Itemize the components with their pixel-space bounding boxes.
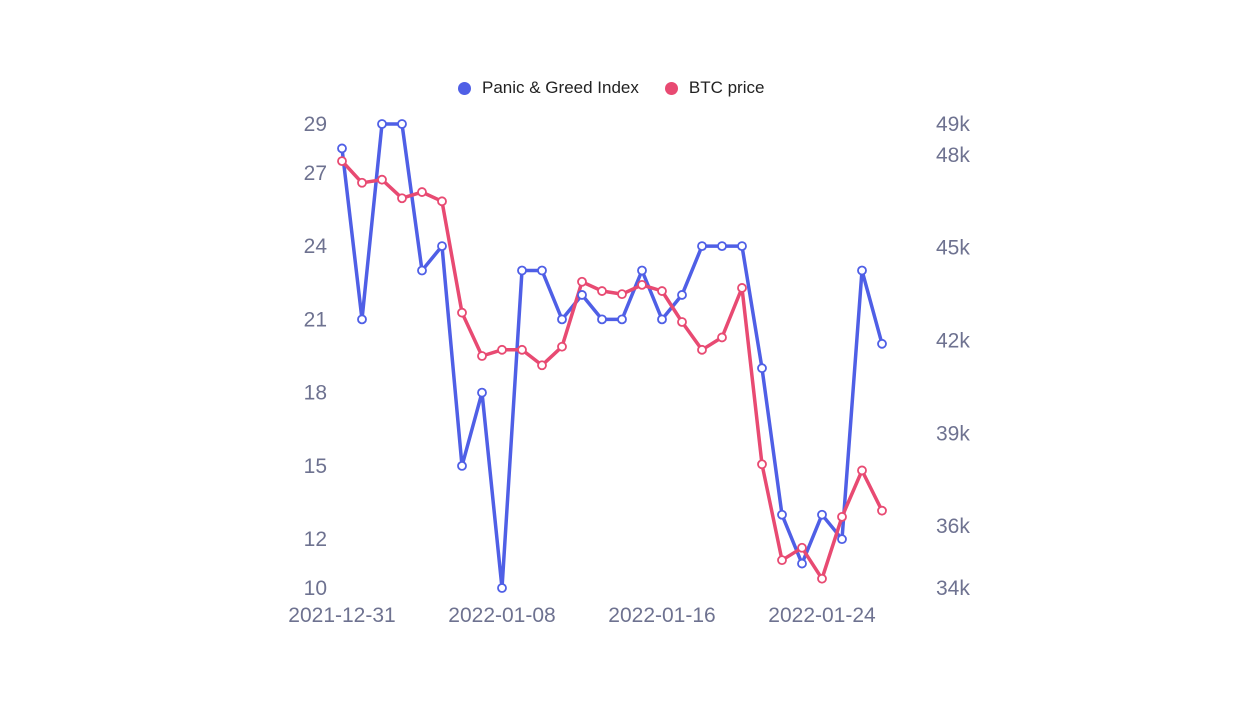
data-point-btc-price — [717, 332, 727, 343]
data-point-panic-greed — [497, 583, 507, 593]
data-point-panic-greed — [857, 265, 867, 276]
data-point-panic-greed — [837, 534, 847, 545]
data-point-btc-price — [697, 344, 707, 355]
data-point-panic-greed — [557, 314, 567, 325]
y-right-tick-label: 48k — [936, 144, 970, 167]
data-point-btc-price — [617, 289, 627, 300]
data-point-btc-price — [657, 286, 667, 296]
data-point-btc-price — [497, 344, 507, 355]
data-point-btc-price — [517, 344, 527, 355]
data-point-btc-price — [857, 465, 867, 476]
data-point-btc-price — [797, 542, 807, 553]
data-point-panic-greed — [697, 241, 707, 252]
data-point-panic-greed — [357, 314, 367, 325]
data-point-btc-price — [677, 317, 687, 327]
data-point-panic-greed — [777, 509, 787, 520]
data-point-panic-greed — [877, 338, 887, 349]
data-point-panic-greed — [477, 387, 487, 398]
legend-label-btc-price: BTC price — [688, 78, 765, 97]
x-tick-label: 2022-01-16 — [608, 604, 715, 627]
y-left-tick-label: 24 — [304, 235, 328, 258]
data-point-btc-price — [597, 286, 607, 296]
data-point-btc-price — [437, 196, 447, 207]
y-left-tick-label: 10 — [304, 577, 327, 600]
data-point-panic-greed — [337, 143, 347, 154]
chart-legend: Panic & Greed Index BTC price — [458, 78, 790, 98]
data-point-panic-greed — [717, 241, 727, 252]
data-point-btc-price — [777, 555, 787, 566]
series-line-btc-price — [340, 159, 884, 581]
data-point-panic-greed — [417, 265, 427, 276]
y-left-tick-label: 21 — [304, 308, 327, 331]
data-point-btc-price — [557, 341, 567, 352]
data-point-btc-price — [577, 276, 587, 287]
x-tick-label: 2022-01-08 — [448, 604, 555, 627]
y-right-tick-label: 34k — [936, 577, 970, 600]
y-right-tick-label: 36k — [936, 515, 970, 538]
y-right-tick-label: 45k — [936, 237, 970, 260]
data-point-btc-price — [537, 360, 547, 371]
data-point-panic-greed — [757, 363, 767, 374]
data-point-btc-price — [417, 187, 427, 197]
y-right-tick-label: 49k — [936, 113, 970, 136]
data-point-panic-greed — [677, 290, 687, 300]
data-point-panic-greed — [577, 290, 587, 300]
data-point-btc-price — [737, 283, 747, 293]
series-line-panic-greed — [340, 122, 884, 590]
y-left-tick-label: 29 — [304, 113, 327, 136]
data-point-panic-greed — [397, 119, 407, 129]
data-point-panic-greed — [657, 314, 667, 325]
x-tick-label: 2021-12-31 — [288, 604, 395, 627]
data-point-panic-greed — [817, 509, 827, 520]
data-point-btc-price — [837, 511, 847, 522]
data-point-panic-greed — [597, 314, 607, 325]
data-point-btc-price — [637, 279, 647, 290]
data-point-btc-price — [757, 459, 767, 470]
data-point-btc-price — [817, 573, 827, 584]
data-point-btc-price — [357, 177, 367, 188]
data-point-panic-greed — [637, 265, 647, 276]
data-point-panic-greed — [737, 241, 747, 252]
data-point-panic-greed — [457, 460, 467, 471]
data-point-panic-greed — [617, 314, 627, 325]
legend-item-panic-greed[interactable]: Panic & Greed Index — [458, 78, 639, 98]
data-point-panic-greed — [377, 119, 387, 129]
y-left-tick-label: 15 — [304, 455, 327, 478]
legend-item-btc-price[interactable]: BTC price — [664, 78, 765, 98]
y-left-tick-label: 18 — [304, 382, 327, 405]
data-point-panic-greed — [797, 558, 807, 569]
data-point-panic-greed — [517, 265, 527, 276]
y-left-tick-label: 12 — [304, 528, 327, 551]
data-point-btc-price — [457, 307, 467, 318]
x-tick-label: 2022-01-24 — [768, 604, 876, 627]
legend-dot-blue-icon — [458, 81, 471, 95]
legend-label-panic-greed: Panic & Greed Index — [482, 78, 639, 97]
data-point-btc-price — [877, 505, 887, 516]
data-point-btc-price — [477, 351, 487, 361]
legend-dot-red-icon — [664, 81, 678, 95]
data-point-btc-price — [397, 193, 407, 204]
data-point-panic-greed — [437, 241, 447, 252]
y-left-tick-label: 27 — [304, 162, 327, 185]
data-point-panic-greed — [537, 265, 547, 276]
y-right-tick-label: 42k — [936, 330, 970, 353]
data-point-btc-price — [337, 156, 347, 167]
data-point-btc-price — [377, 174, 387, 185]
y-right-tick-label: 39k — [936, 422, 970, 445]
